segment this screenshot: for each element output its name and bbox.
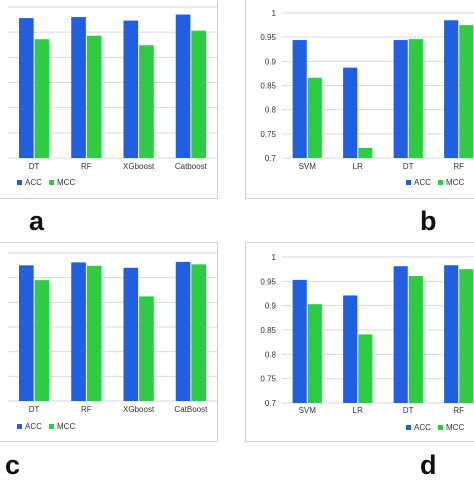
- bar-acc-catboost: [175, 14, 191, 158]
- chart-c-svg: DT RF XGboost CatBoost ACC MCC: [8, 252, 217, 431]
- bar-acc-xgboost: [123, 20, 139, 159]
- chart-panel-c: DT RF XGboost CatBoost ACC MCC: [0, 242, 218, 442]
- bar-acc-lr: [343, 295, 358, 403]
- x-tick-label: SVM: [299, 162, 317, 171]
- bar-mcc-dt: [408, 275, 423, 403]
- x-tick-label: RF: [81, 162, 92, 171]
- bar-mcc-dt: [408, 39, 423, 158]
- x-tick-label: SVM: [299, 406, 317, 415]
- bar-acc-catboost: [175, 261, 191, 401]
- y-tick-label: 0.85: [260, 326, 276, 335]
- y-tick-label: 0.9: [265, 302, 277, 311]
- bar-mcc-catboost: [191, 264, 207, 401]
- bar-mcc-catboost: [191, 30, 207, 159]
- bar-acc-dt: [18, 265, 34, 401]
- y-tick-label: 0.8: [265, 350, 277, 359]
- y-tick-label: 1: [272, 9, 277, 18]
- legend-label-mcc: MCC: [57, 422, 75, 431]
- bar-acc-rf: [444, 20, 459, 158]
- bar-mcc-svm: [307, 304, 322, 403]
- bar-acc-rf: [71, 17, 86, 158]
- bar-acc-lr: [343, 67, 358, 158]
- bar-mcc-rf: [86, 265, 102, 401]
- x-tick-label: RF: [453, 162, 464, 171]
- chart-b-svg: 0.7 0.75 0.8 0.85 0.9 0.95 1 SVM LR DT RF ACC MCC: [260, 9, 474, 187]
- x-tick-label: DT: [29, 162, 40, 171]
- x-tick-label: XGboost: [123, 162, 155, 171]
- panel-label-d: d: [420, 450, 437, 480]
- y-tick-label: 0.75: [260, 375, 276, 384]
- y-tick-label: 0.7: [265, 154, 277, 163]
- legend-label-mcc: MCC: [446, 178, 464, 187]
- panel-label-a: a: [29, 206, 45, 236]
- bar-mcc-dt: [34, 280, 50, 401]
- x-tick-label: Catboost: [175, 162, 208, 171]
- x-tick-label: CatBoost: [174, 405, 208, 414]
- y-tick-label: 0.7: [265, 399, 277, 408]
- x-tick-label: DT: [29, 405, 40, 414]
- y-tick-label: 0.85: [260, 82, 276, 91]
- legend-label-acc: ACC: [414, 178, 431, 187]
- bar-mcc-svm: [307, 77, 322, 158]
- chart-a-svg: DT RF XGboost Catboost ACC MCC: [8, 6, 217, 187]
- bar-mcc-rf: [459, 269, 474, 403]
- y-tick-label: 0.8: [265, 106, 277, 115]
- bar-acc-dt: [393, 40, 408, 158]
- x-tick-label: DT: [403, 162, 414, 171]
- bar-mcc-xgboost: [139, 296, 154, 401]
- legend-swatch-acc: [406, 425, 411, 430]
- bar-acc-svm: [292, 279, 307, 403]
- bar-acc-svm: [292, 40, 307, 158]
- x-tick-label: DT: [403, 406, 414, 415]
- chart-d-svg: 0.7 0.75 0.8 0.85 0.9 0.95 1 SVM LR DT RF ACC MCC: [260, 253, 474, 432]
- legend-swatch-acc: [17, 180, 22, 185]
- y-tick-label: 0.9: [265, 57, 277, 66]
- legend-swatch-mcc: [49, 180, 54, 185]
- y-tick-label: 1: [272, 253, 277, 262]
- y-tick-label: 0.75: [260, 130, 276, 139]
- legend-label-acc: ACC: [25, 422, 42, 431]
- bar-mcc-xgboost: [139, 45, 154, 158]
- legend-swatch-mcc: [438, 180, 443, 185]
- bar-mcc-lr: [358, 334, 373, 403]
- chart-panel-a: DT RF XGboost Catboost ACC MCC: [0, 0, 218, 199]
- bar-mcc-rf: [459, 25, 474, 159]
- chart-panel-b: 0.7 0.75 0.8 0.85 0.9 0.95 1 SVM LR DT RF ACC MCC: [245, 0, 474, 199]
- legend-swatch-acc: [17, 424, 22, 429]
- legend-label-mcc: MCC: [57, 178, 75, 187]
- x-tick-label: LR: [353, 406, 363, 415]
- bar-acc-xgboost: [123, 267, 139, 401]
- x-tick-label: XGboost: [123, 405, 155, 414]
- legend-label-acc: ACC: [25, 178, 42, 187]
- bar-acc-rf: [71, 262, 86, 401]
- y-tick-label: 0.95: [260, 33, 276, 42]
- chart-panel-d: 0.7 0.75 0.8 0.85 0.9 0.95 1 SVM LR DT RF ACC MCC: [245, 242, 474, 442]
- bar-acc-rf: [444, 265, 459, 403]
- legend-swatch-mcc: [49, 424, 54, 429]
- panel-label-c: c: [5, 450, 21, 480]
- y-tick-label: 0.95: [260, 277, 276, 286]
- bar-acc-dt: [393, 266, 408, 403]
- legend-swatch-mcc: [438, 425, 443, 430]
- legend-label-mcc: MCC: [446, 423, 464, 432]
- x-tick-label: LR: [353, 162, 363, 171]
- x-tick-label: RF: [81, 405, 92, 414]
- x-tick-label: RF: [453, 406, 464, 415]
- panel-label-b: b: [420, 206, 437, 236]
- bar-acc-dt: [18, 18, 34, 158]
- bar-mcc-dt: [34, 39, 50, 158]
- legend-label-acc: ACC: [414, 423, 431, 432]
- legend-swatch-acc: [406, 180, 411, 185]
- bar-mcc-lr: [358, 147, 373, 158]
- bar-mcc-rf: [86, 35, 102, 158]
